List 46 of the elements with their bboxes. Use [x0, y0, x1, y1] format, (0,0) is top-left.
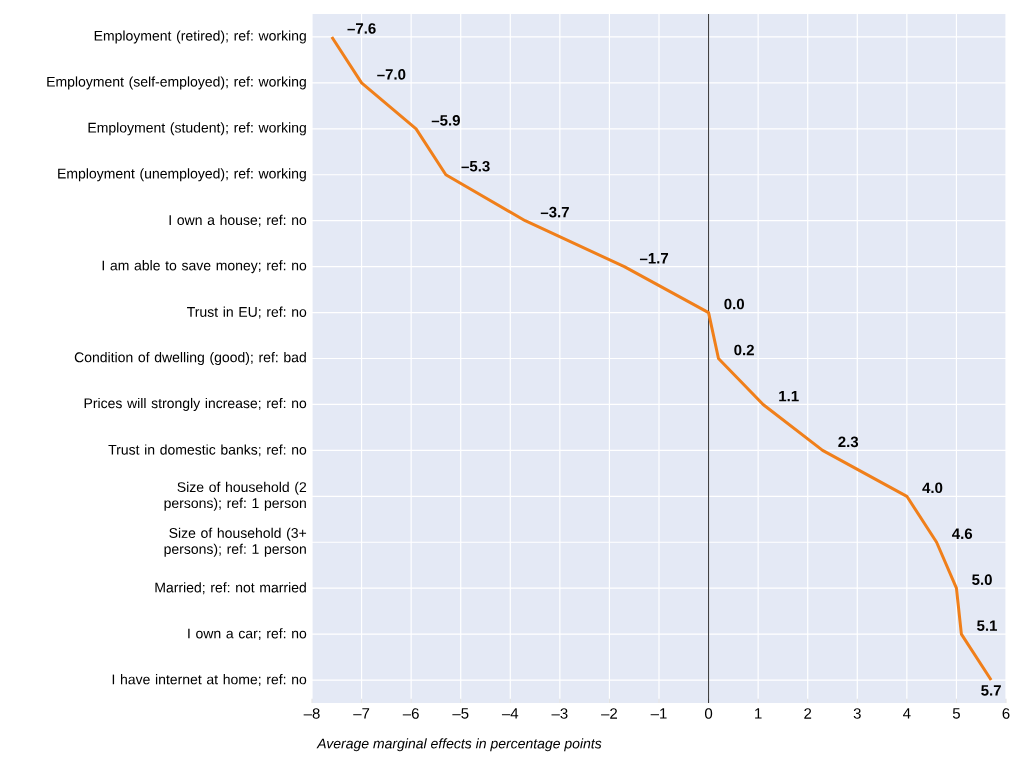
x-tick-label: 4	[903, 708, 911, 719]
x-tick-label: 6	[1002, 708, 1010, 719]
x-tick-label: 3	[853, 708, 861, 719]
x-tick-label: –8	[303, 708, 320, 719]
data-label: –1.7	[639, 253, 669, 264]
data-label: 1.1	[779, 390, 799, 402]
y-tick-label: Condition of dwelling (good); ref: bad	[74, 351, 306, 366]
data-label: 0.0	[724, 298, 744, 310]
data-label: –5.3	[461, 160, 490, 172]
data-label: 5.7	[981, 685, 1001, 696]
y-tick-label: Size of household (2 persons); ref: 1 person	[164, 481, 307, 511]
x-axis-title: Average marginal effects in percentage points	[316, 738, 602, 752]
x-tick-label: 5	[952, 708, 960, 719]
x-tick-label: –4	[501, 708, 519, 719]
y-tick-label: I have internet at home; ref: no	[112, 674, 307, 687]
y-tick-label: Employment (self-employed); ref: working	[47, 76, 306, 90]
x-tick-label: –2	[601, 708, 618, 719]
y-tick-label: Trust in domestic banks; ref: no	[108, 444, 307, 457]
y-tick-label: I am able to save money; ref: no	[102, 260, 307, 274]
data-label: –5.9	[431, 115, 460, 126]
data-label: 2.3	[838, 436, 859, 448]
data-label: 0.2	[734, 344, 754, 356]
y-tick-label: Employment (unemployed); ref: working	[58, 168, 306, 182]
data-label: –3.7	[540, 206, 569, 218]
y-tick-label: Trust in EU; ref: no	[187, 306, 307, 319]
data-label: 4.0	[922, 482, 943, 494]
y-tick-label: Prices will strongly increase; ref: no	[84, 397, 307, 411]
data-label: –7.6	[347, 23, 376, 34]
y-tick-label: I own a car; ref: no	[188, 628, 307, 641]
y-tick-label: Employment (retired); ref: working	[94, 30, 306, 44]
data-label: 5.0	[972, 574, 992, 585]
x-tick-label: –5	[452, 708, 469, 719]
x-tick-label: 1	[755, 708, 762, 719]
y-tick-label: Employment (student); ref: working	[88, 122, 306, 136]
x-tick-label: –1	[650, 708, 667, 719]
data-label: 4.6	[952, 528, 973, 540]
data-label: –7.0	[377, 69, 406, 80]
x-tick-label: –3	[551, 708, 568, 719]
y-tick-label: Size of household (3+ persons); ref: 1 person	[164, 527, 307, 557]
x-tick-label: 0	[704, 708, 713, 719]
x-tick-label: –7	[353, 708, 370, 719]
x-tick-label: –6	[402, 708, 419, 719]
y-tick-label: Married; ref: not married	[155, 582, 306, 595]
y-tick-label: I own a house; ref: no	[169, 214, 307, 227]
x-tick-label: 2	[804, 708, 812, 719]
data-label: 5.1	[977, 620, 998, 631]
